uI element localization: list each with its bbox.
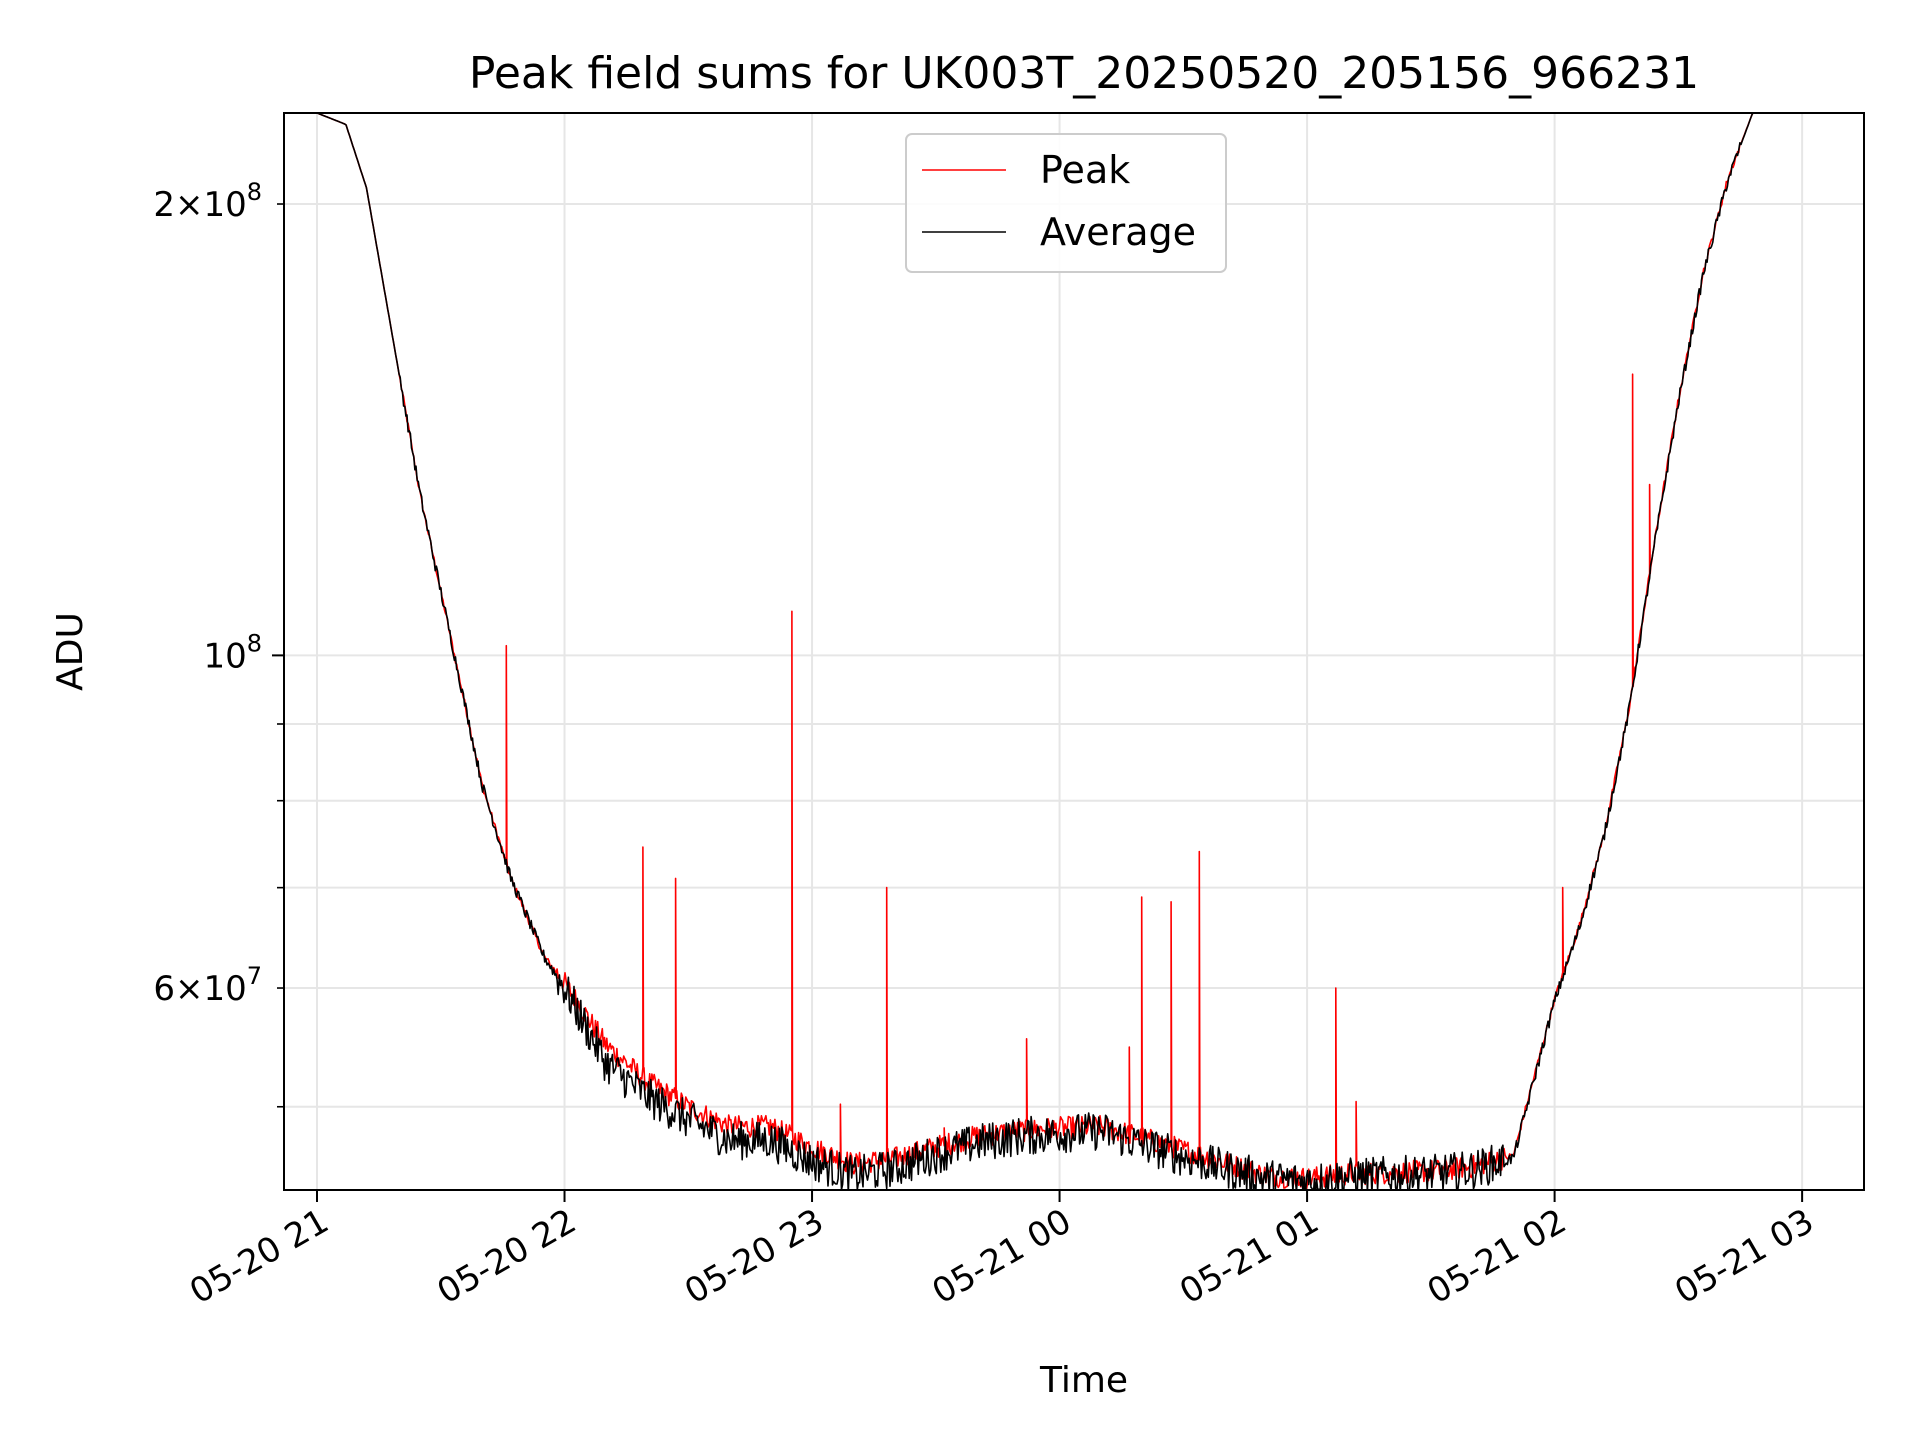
legend-box: [905, 133, 1227, 273]
legend-label-average: Average: [1040, 210, 1196, 254]
plot-area: [284, 113, 1864, 1190]
legend: Peak Average: [905, 133, 1227, 273]
series-line-average: [284, 113, 1864, 1190]
series-layer: [284, 113, 1864, 1190]
y-tick-label: 2×108: [153, 178, 262, 225]
y-axis-label: ADU: [50, 612, 91, 691]
x-axis-label: Time: [1039, 1360, 1128, 1401]
chart-title: Peak field sums for UK003T_20250520_2051…: [469, 48, 1699, 99]
y-tick-label: 6×107: [153, 962, 262, 1009]
legend-label-peak: Peak: [1040, 148, 1130, 192]
plot-frame: [283, 112, 1865, 1191]
